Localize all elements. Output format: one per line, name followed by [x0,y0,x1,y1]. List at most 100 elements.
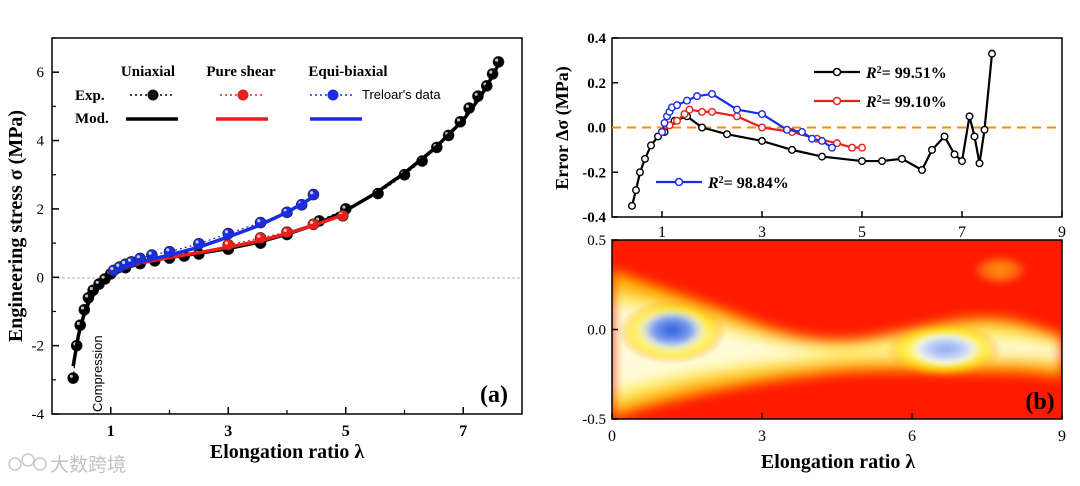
error-equi-biaxial-point [758,110,767,119]
error-legend-equi-biaxial-label: R2= 98.84% [707,175,789,193]
heatmap-orange-spot [970,254,1030,286]
a-ytick-label: 0 [37,270,45,286]
legend-note-treloar: Treloar's data [362,87,441,102]
error-equi-biaxial-point [733,105,742,114]
e-xtick-label: 7 [958,224,966,241]
heatmap-blue-spot-right [910,333,982,365]
e-ytick-label: 0.2 [587,76,606,92]
error-uniaxial-point [632,186,641,195]
error-uniaxial-point [958,157,967,166]
uniaxial-exp-point-highlight [456,118,461,122]
error-equi-biaxial-point [658,127,667,136]
error-legend-pure-shear-r2: = 99.10% [882,94,947,111]
e-ytick-label: -0.4 [582,210,606,226]
error-pure-shear-point [833,139,842,148]
pure-shear-exp-point-highlight [310,220,314,225]
legend-header-pure-shear: Pure shear [206,64,276,80]
e-ytick-label: -0.2 [582,165,606,181]
legend-exp-equi-biaxial-marker [327,89,339,101]
equi-biaxial-exp-point-highlight [310,191,314,195]
error-uniaxial-point [636,168,645,177]
uniaxial-exp-point-highlight [489,70,493,74]
error-legend: R2= 99.51% R2= 99.10% R2= 98.84% [656,65,947,193]
equi-biaxial-exp-point-highlight [195,240,199,244]
equi-biaxial-exp-point-highlight [110,267,114,271]
error-uniaxial-point [950,150,959,159]
uniaxial-exp-point-highlight [342,205,346,209]
uniaxial-exp-point [67,372,79,384]
error-pure-shear-point [685,105,694,114]
legend-header-uniaxial: Uniaxial [121,64,175,80]
panel-b-axes: 0 3 6 9 0.5 0.0 -0.5 [582,233,1066,445]
h-xtick-label: 0 [608,428,616,445]
h-ytick-label: 0.0 [587,323,606,339]
watermark: 大数跨境 [8,453,126,476]
pure-shear-exp-point-highlight [257,234,261,238]
panel-error-ylabel: Error Δσ (MPa) [552,66,573,189]
e-xtick-label: 3 [758,224,766,241]
equi-biaxial-exp-point-highlight [224,230,229,234]
panel-a-label: (a) [480,382,508,408]
error-uniaxial-point [970,132,979,141]
panel-a: 1 3 5 7 -4 -2 0 2 4 6 Uniaxial Pure shear Equi-bi… [5,37,523,463]
panel-a-ylabel: Engineering stress σ (MPa) [5,110,27,342]
watermark-text: 大数跨境 [50,454,126,476]
error-legend-uniaxial-r2: = 99.51% [882,65,947,82]
panel-b: 0 3 6 9 0.5 0.0 -0.5 (b) Elongation ratio λ [582,233,1066,473]
equi-biaxial-exp-point-highlight [122,260,126,265]
pure-shear-exp-point-highlight [224,241,229,245]
uniaxial-exp-point-highlight [69,374,73,378]
a-ytick-label: -2 [32,339,45,355]
panel-a-xlabel: Elongation ratio λ [210,441,364,463]
error-uniaxial-point [628,201,637,210]
equi-biaxial-exp-point-highlight [166,248,170,252]
a-ytick-label: 6 [37,65,45,81]
panel-a-series [67,56,505,384]
equi-biaxial-exp-point-highlight [116,263,120,267]
panel-error: 1 3 5 7 9 0.4 0.2 0.0 -0.2 -0.4 R2= 99.51% R2= 99… [552,31,1066,241]
h-xtick-label: 6 [908,428,916,445]
error-legend-pure-shear-marker [832,96,842,106]
error-equi-biaxial-point [693,92,702,101]
a-xtick-label: 1 [107,423,115,440]
e-ytick-label: 0.0 [587,121,606,137]
error-equi-biaxial-point [808,134,817,143]
watermark-logo-icon [8,457,22,471]
error-pure-shear-point [673,116,682,125]
a-ytick-label: 2 [37,202,45,218]
error-equi-biaxial-point [708,89,717,98]
panel-b-xlabel: Elongation ratio λ [761,451,915,473]
error-uniaxial-point [858,157,867,166]
error-equi-biaxial-point [798,127,807,136]
a-ytick-label: 4 [37,134,45,150]
error-pure-shear-point [758,123,767,132]
e-ytick-label: 0.4 [587,31,606,47]
error-pure-shear-point [733,112,742,121]
uniaxial-exp-point-highlight [85,294,89,298]
uniaxial-exp-point-highlight [89,286,93,291]
uniaxial-exp-point-highlight [465,104,469,108]
error-equi-biaxial-point [660,119,669,128]
a-xtick-label: 3 [224,423,232,440]
equi-biaxial-exp-point-highlight [148,251,152,255]
error-uniaxial-point [965,112,974,121]
error-pure-shear-point [848,143,857,152]
error-pure-shear-point [680,110,689,119]
error-legend-equi-biaxial-r2: = 98.84% [724,175,789,192]
error-uniaxial-point [928,145,937,154]
e-xtick-label: 9 [1058,224,1066,241]
legend-row-exp: Exp. [75,88,105,104]
error-uniaxial-point [698,123,707,132]
h-ytick-label: 0.5 [587,233,606,249]
legend-exp-uniaxial-marker [147,89,159,101]
panel-error-axes: 1 3 5 7 9 0.4 0.2 0.0 -0.2 -0.4 [582,31,1066,241]
equi-biaxial-exp-point-highlight [127,258,132,262]
error-legend-pure-shear-label: R2= 99.10% [865,94,947,112]
legend: Uniaxial Pure shear Equi-biaxial Exp. Mo… [75,64,441,127]
error-pure-shear-point [698,107,707,116]
panel-b-label: (b) [1025,389,1054,415]
legend-row-mod: Mod. [75,111,109,127]
h-xtick-label: 3 [758,428,766,445]
uniaxial-exp-point-highlight [76,321,80,325]
